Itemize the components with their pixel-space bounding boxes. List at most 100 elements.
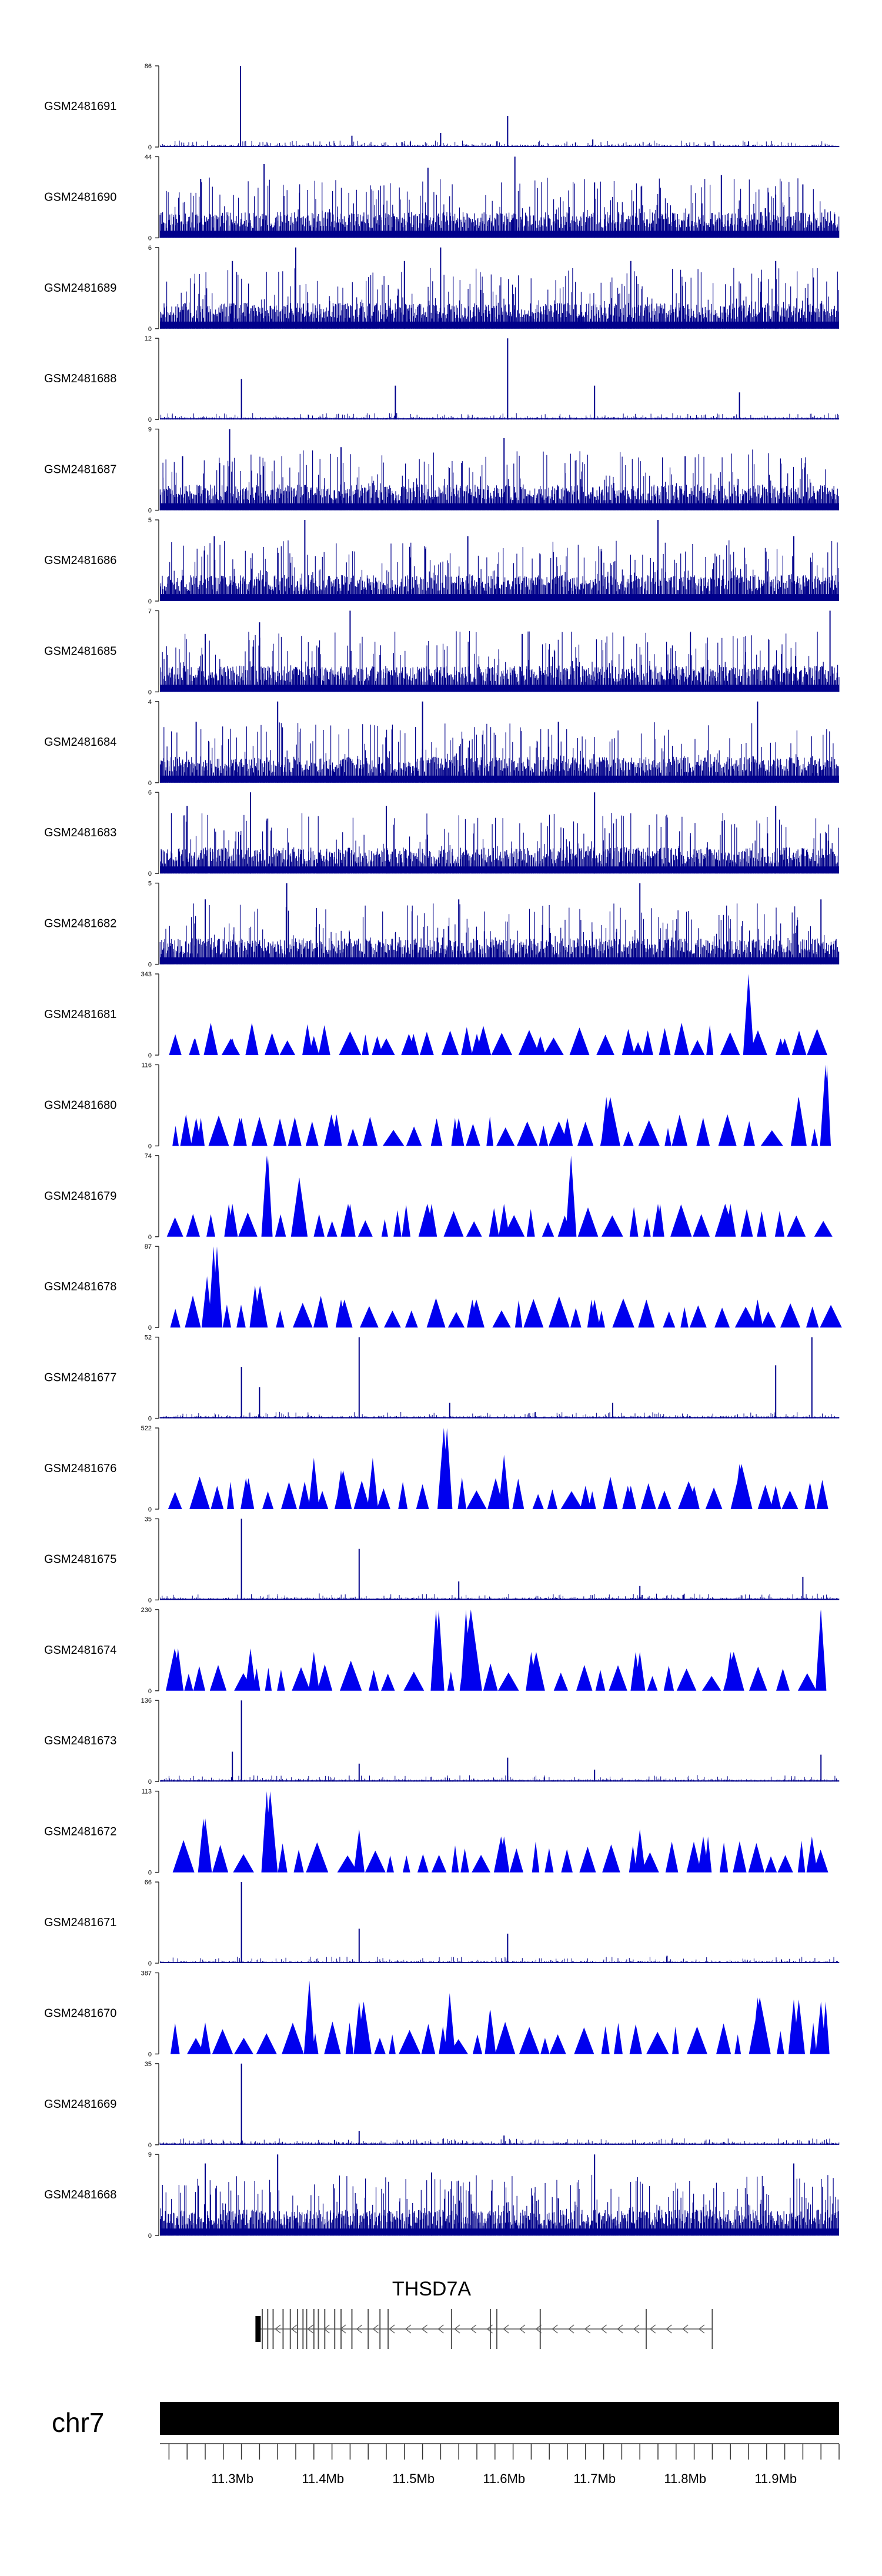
signal-baseline: [160, 146, 839, 147]
signal-baseline: [160, 231, 839, 238]
signal-baseline: [160, 775, 839, 783]
y-axis-min-label: 0: [148, 1688, 152, 1695]
gene-utr-block: [255, 2316, 261, 2342]
y-axis-max-label: 5: [148, 517, 152, 524]
track-GSM2481690: GSM2481690 44 0: [44, 154, 840, 242]
track-GSM2481674: GSM2481674 230 0: [44, 1607, 827, 1695]
strand-arrow: [503, 2324, 509, 2334]
signal-baseline: [160, 594, 839, 601]
track-GSM2481681: GSM2481681 343 0: [44, 971, 827, 1059]
track-label: GSM2481681: [44, 1008, 116, 1021]
signal-baseline: [160, 321, 839, 329]
signal-baseline: [160, 1780, 839, 1782]
y-axis-max-label: 230: [141, 1607, 152, 1614]
strand-arrow: [649, 2324, 656, 2334]
track-label: GSM2481679: [44, 1190, 116, 1203]
track-GSM2481680: GSM2481680 116 0: [44, 1062, 831, 1150]
track-GSM2481676: GSM2481676 522 0: [44, 1425, 828, 1513]
strand-arrow: [568, 2324, 574, 2334]
y-axis-min-label: 0: [148, 1506, 152, 1513]
signal-area: [171, 1980, 830, 2054]
y-axis-max-label: 6: [148, 789, 152, 796]
strand-arrow: [470, 2324, 477, 2334]
track-label: GSM2481675: [44, 1553, 116, 1566]
track-label: GSM2481674: [44, 1644, 116, 1657]
track-GSM2481688: GSM2481688 12 0: [44, 335, 839, 423]
signal-baseline: [160, 2228, 839, 2236]
track-GSM2481689: GSM2481689 6 0: [44, 245, 839, 333]
x-tick-label: 11.6Mb: [483, 2471, 525, 2486]
y-axis-max-label: 74: [145, 1153, 152, 1160]
track-label: GSM2481673: [44, 1734, 116, 1747]
signal-bars: [160, 813, 839, 874]
x-tick-label: 11.8Mb: [664, 2471, 706, 2486]
x-tick-label: 11.7Mb: [573, 2471, 616, 2486]
signal-area: [166, 1155, 833, 1237]
y-axis-min-label: 0: [148, 1597, 152, 1604]
track-GSM2481683: GSM2481683 6 0: [44, 789, 839, 877]
y-axis-max-label: 86: [145, 63, 152, 70]
y-axis-min-label: 0: [148, 1870, 152, 1877]
signal-baseline: [160, 685, 839, 692]
y-axis-max-label: 5: [148, 880, 152, 887]
track-GSM2481670: GSM2481670 387 0: [44, 1970, 830, 2058]
y-axis-max-label: 116: [141, 1062, 152, 1069]
strand-arrow: [421, 2324, 428, 2334]
track-GSM2481669: GSM2481669 35 0: [44, 2061, 840, 2149]
track-label: GSM2481686: [44, 554, 116, 567]
signal-bars: [159, 2174, 839, 2236]
strand-arrow: [633, 2324, 640, 2334]
track-label: GSM2481670: [44, 2007, 116, 2020]
track-GSM2481686: GSM2481686 5 0: [44, 517, 839, 605]
signal-baseline: [160, 2143, 839, 2145]
track-label: GSM2481687: [44, 463, 116, 476]
strand-arrow: [666, 2324, 672, 2334]
y-axis-max-label: 9: [148, 2151, 152, 2158]
track-label: GSM2481680: [44, 1099, 116, 1112]
y-axis-min-label: 0: [148, 1234, 152, 1241]
signal-area: [166, 1609, 827, 1691]
y-axis-min-label: 0: [148, 2233, 152, 2240]
y-axis-min-label: 0: [148, 962, 152, 969]
y-axis-max-label: 35: [145, 2061, 152, 2068]
track-GSM2481687: GSM2481687 9 0: [44, 426, 839, 515]
y-axis-min-label: 0: [148, 1416, 152, 1423]
strand-arrow: [356, 2324, 363, 2334]
y-axis-min-label: 0: [148, 1052, 152, 1059]
y-axis-max-label: 4: [148, 699, 152, 706]
signal-area: [169, 974, 827, 1055]
y-axis-min-label: 0: [148, 1324, 152, 1332]
x-tick-label: 11.9Mb: [754, 2471, 797, 2486]
y-axis-max-label: 387: [141, 1970, 152, 1977]
y-axis-max-label: 87: [145, 1243, 152, 1250]
signal-baseline: [160, 866, 839, 874]
y-axis-max-label: 136: [141, 1697, 152, 1704]
signal-area: [170, 1246, 842, 1328]
track-GSM2481691: GSM2481691 86 0: [44, 63, 840, 151]
signal-baseline: [160, 1417, 839, 1419]
strand-arrow: [617, 2324, 623, 2334]
y-axis-max-label: 12: [145, 335, 152, 342]
y-axis-min-label: 0: [148, 144, 152, 151]
track-GSM2481678: GSM2481678 87 0: [44, 1243, 842, 1332]
y-axis-min-label: 0: [148, 326, 152, 333]
x-tick-label: 11.3Mb: [211, 2471, 253, 2486]
track-GSM2481672: GSM2481672 113 0: [44, 1788, 828, 1877]
y-axis-max-label: 6: [148, 245, 152, 252]
signal-bars: [160, 540, 839, 601]
track-label: GSM2481689: [44, 282, 116, 295]
y-axis-max-label: 7: [148, 608, 152, 615]
track-GSM2481671: GSM2481671 66 0: [44, 1879, 840, 1967]
y-axis-max-label: 66: [145, 1879, 152, 1886]
track-GSM2481682: GSM2481682 5 0: [44, 880, 840, 969]
y-axis-max-label: 52: [145, 1334, 152, 1342]
track-label: GSM2481683: [44, 826, 116, 839]
y-axis-min-label: 0: [148, 235, 152, 242]
gene-name-label: THSD7A: [392, 2278, 471, 2300]
signal-baseline: [160, 957, 839, 965]
strand-arrow: [552, 2324, 558, 2334]
signal-baseline: [160, 1599, 839, 1600]
strand-arrow: [437, 2324, 444, 2334]
chromosome-bar: [160, 2402, 839, 2435]
x-tick-label: 11.5Mb: [392, 2471, 435, 2486]
